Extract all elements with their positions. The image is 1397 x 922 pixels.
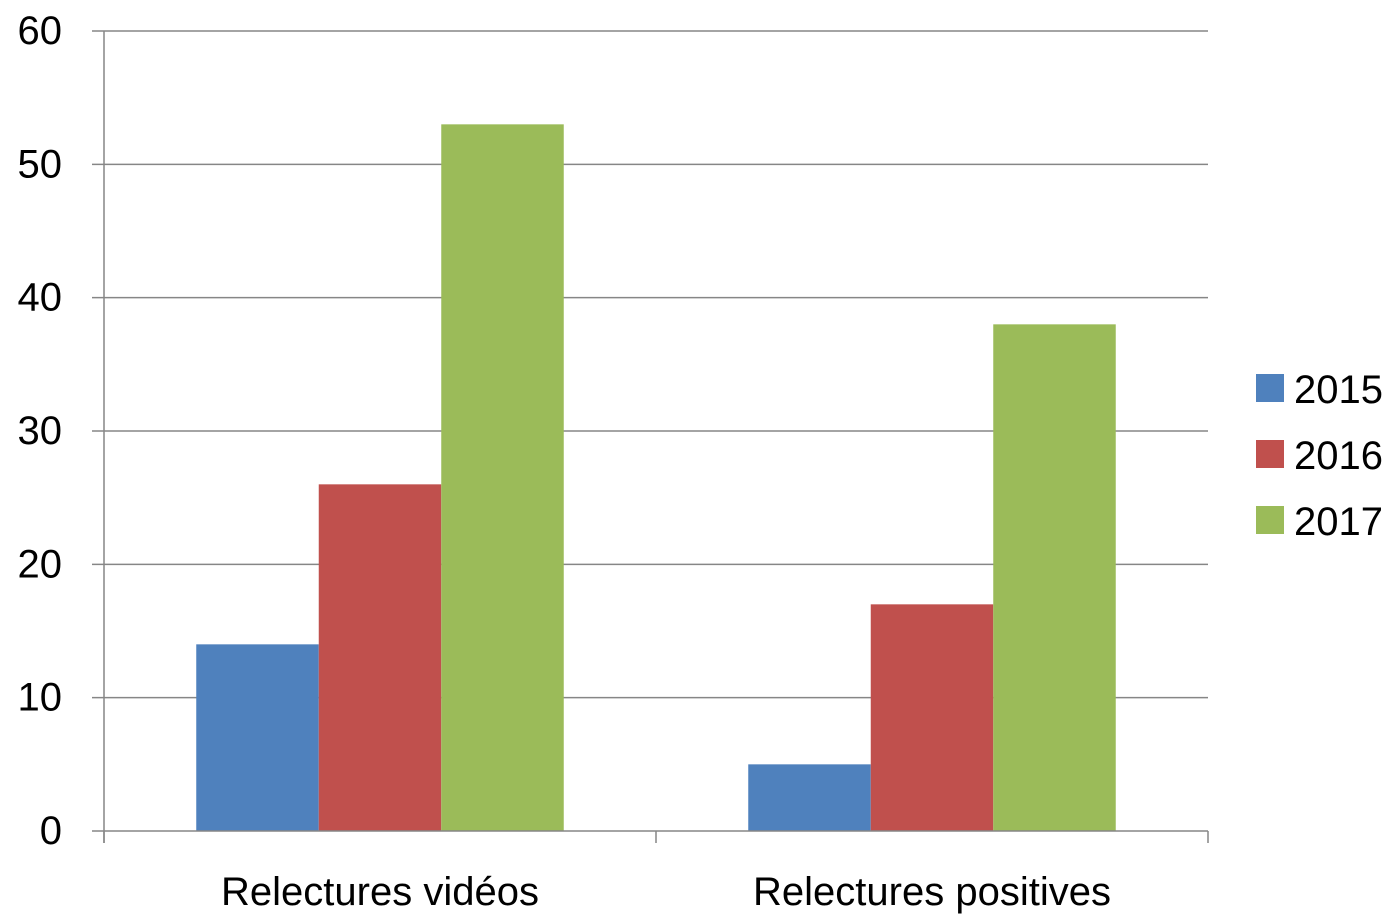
y-tick-label: 10 <box>18 676 63 720</box>
y-tick-label: 40 <box>18 276 63 320</box>
y-tick-label: 20 <box>18 542 63 586</box>
legend-swatch-2017 <box>1256 506 1284 534</box>
legend-label-2017: 2017 <box>1294 500 1383 544</box>
bar-2016-1 <box>318 484 442 831</box>
y-tick-label: 0 <box>40 809 62 853</box>
legend-label-2015: 2015 <box>1294 368 1383 412</box>
axes <box>92 31 1209 843</box>
bar-2017-1 <box>441 124 564 832</box>
x-tick-label: Relectures positives <box>753 870 1111 914</box>
bars <box>196 124 1116 832</box>
y-axis-tick-labels: 0 10 20 30 40 50 60 <box>18 9 63 853</box>
legend: 2015 2016 2017 <box>1256 368 1383 544</box>
bar-2015-1 <box>196 644 319 831</box>
y-tick-label: 30 <box>18 409 63 453</box>
bar-2016-2 <box>870 604 994 831</box>
legend-swatch-2016 <box>1256 440 1284 468</box>
x-axis-tick-labels: Relectures vidéos Relectures positives <box>221 870 1111 914</box>
bar-2015-2 <box>748 764 871 831</box>
y-tick-label: 50 <box>18 142 63 186</box>
legend-swatch-2015 <box>1256 374 1284 402</box>
y-tick-label: 60 <box>18 9 63 53</box>
legend-label-2016: 2016 <box>1294 434 1383 478</box>
x-tick-label: Relectures vidéos <box>221 870 539 914</box>
bar-2017-2 <box>993 324 1116 831</box>
